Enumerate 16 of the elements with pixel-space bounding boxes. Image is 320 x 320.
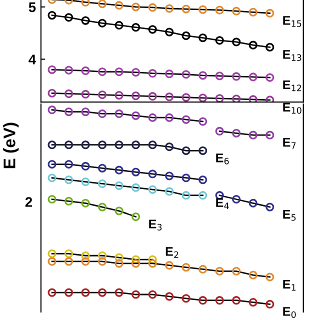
y-axis-title: E (eV)	[3, 122, 19, 168]
series-label: E$_{5}$	[283, 210, 296, 221]
series-label: E$_{12}$	[283, 80, 302, 92]
series-label: E$_{10}$	[283, 102, 302, 114]
series-label: E$_{2}$	[166, 247, 178, 258]
y-tick-label: 4	[28, 54, 36, 64]
series-label: E$_{3}$	[149, 220, 162, 230]
series-label: E$_{15}$	[283, 16, 302, 27]
series-label: E$_{0}$	[283, 307, 296, 318]
series-label: E$_{4}$	[216, 198, 229, 209]
text: 2	[25, 197, 32, 207]
series-label: E$_{1}$	[283, 280, 296, 291]
y-tick-label: 5	[28, 2, 36, 12]
series-label: E$_{13}$	[283, 50, 302, 61]
series-label: E$_{6}$	[216, 154, 229, 164]
series-label: E$_{7}$	[283, 138, 296, 149]
